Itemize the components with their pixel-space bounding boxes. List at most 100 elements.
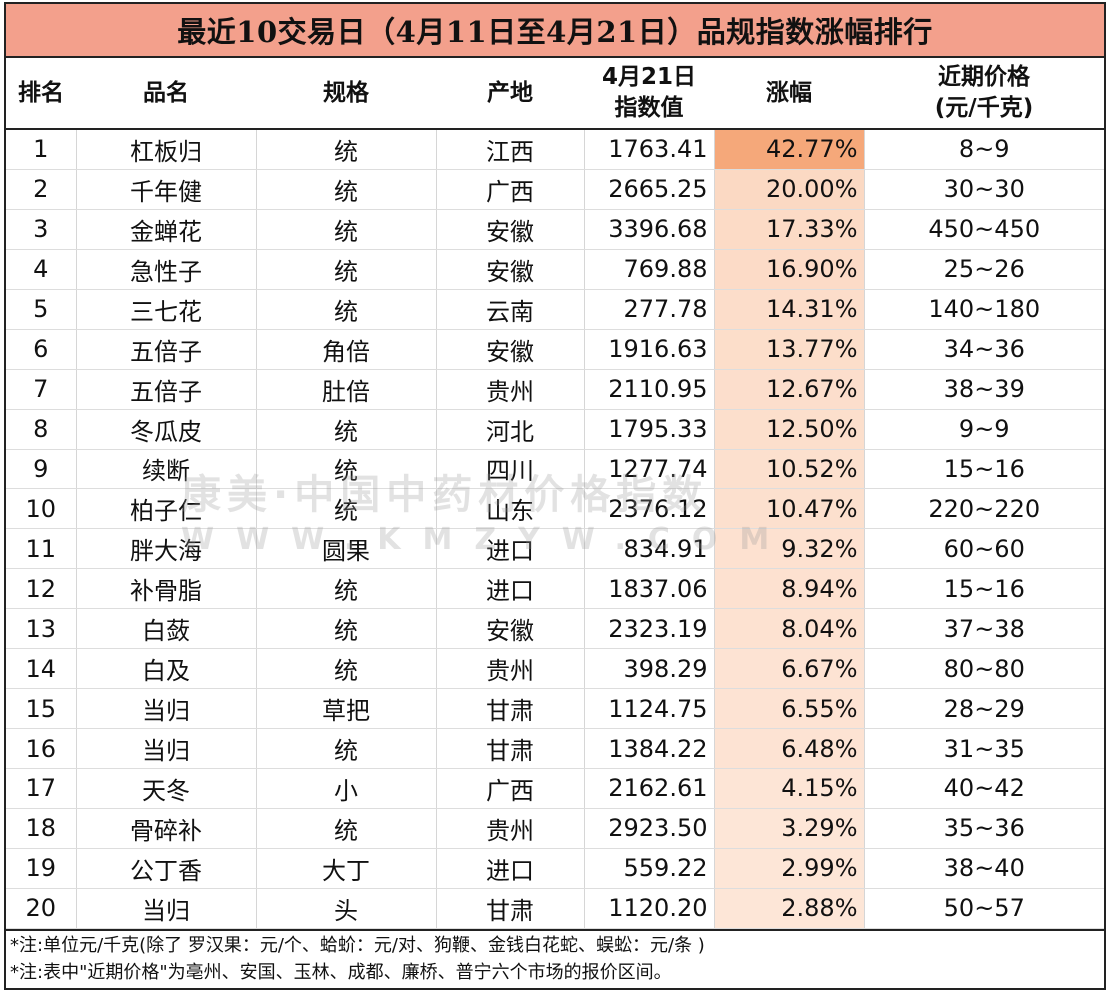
table-row: 19 公丁香 大丁 进口 559.22 2.99% 38~40 bbox=[6, 848, 1104, 889]
cell-rank: 13 bbox=[6, 608, 77, 650]
cell-name: 补骨脂 bbox=[76, 568, 257, 610]
cell-name: 续断 bbox=[76, 449, 257, 490]
cell-index: 398.29 bbox=[584, 648, 715, 690]
cell-price: 38~39 bbox=[864, 369, 1104, 410]
cell-change: 2.99% bbox=[714, 848, 865, 889]
cell-spec: 草把 bbox=[256, 688, 437, 730]
cell-origin: 安徽 bbox=[436, 329, 585, 370]
cell-rank: 14 bbox=[6, 648, 77, 690]
cell-index: 1124.75 bbox=[584, 688, 715, 730]
cell-price: 15~16 bbox=[864, 568, 1104, 610]
cell-rank: 17 bbox=[6, 768, 77, 809]
cell-change: 8.04% bbox=[714, 608, 865, 650]
header-index: 4月21日 指数值 bbox=[584, 58, 714, 130]
cell-change: 12.67% bbox=[714, 369, 865, 410]
table-row: 16 当归统甘肃 1384.22 6.48% 31~35 bbox=[6, 728, 1104, 769]
cell-price: 15~16 bbox=[864, 449, 1104, 490]
cell-index: 1763.41 bbox=[584, 129, 715, 170]
cell-origin: 云南 bbox=[436, 289, 585, 330]
cell-spec: 统 bbox=[256, 209, 437, 250]
cell-price: 37~38 bbox=[864, 608, 1104, 650]
cell-name: 金蝉花 bbox=[76, 209, 257, 250]
cell-name: 三七花 bbox=[76, 289, 257, 330]
cell-rank: 7 bbox=[6, 369, 77, 410]
cell-index: 769.88 bbox=[584, 249, 715, 290]
cell-index: 2162.61 bbox=[584, 768, 715, 809]
table-row: 13 白蔹统安徽 2323.19 8.04% 37~38 bbox=[6, 608, 1104, 650]
sheet-title: 最近10交易日（4月11日至4月21日）品规指数涨幅排行 bbox=[6, 4, 1104, 58]
cell-price: 34~36 bbox=[864, 329, 1104, 370]
cell-index: 834.91 bbox=[584, 528, 715, 570]
table-row: 7 五倍子 肚倍 贵州 2110.95 12.67% 38~39 bbox=[6, 369, 1104, 410]
note-unit: *注:单位元/千克(除了 罗汉果：元/个、蛤蚧：元/对、狗鞭、金钱白花蛇、蜈蚣：… bbox=[10, 934, 705, 956]
cell-rank: 16 bbox=[6, 728, 77, 769]
cell-origin: 河北 bbox=[436, 409, 585, 450]
cell-origin: 进口 bbox=[436, 528, 585, 570]
cell-index: 2376.12 bbox=[584, 488, 715, 530]
ranking-sheet: 最近10交易日（4月11日至4月21日）品规指数涨幅排行 排名 品名 规格 产地… bbox=[4, 2, 1106, 990]
cell-origin: 贵州 bbox=[436, 369, 585, 410]
cell-origin: 江西 bbox=[436, 129, 585, 170]
cell-index: 2665.25 bbox=[584, 169, 715, 210]
cell-spec: 大丁 bbox=[256, 848, 437, 889]
cell-origin: 甘肃 bbox=[436, 888, 585, 929]
header-index-label: 指数值 bbox=[614, 95, 684, 121]
cell-price: 38~40 bbox=[864, 848, 1104, 889]
table-row: 11 胖大海 圆果 进口 834.91 9.32% 60~60 bbox=[6, 528, 1104, 570]
table-row: 15 当归 草把 甘肃 1124.75 6.55% 28~29 bbox=[6, 688, 1104, 730]
cell-rank: 3 bbox=[6, 209, 77, 250]
cell-spec: 统 bbox=[256, 169, 437, 210]
header-row: 排名 品名 规格 产地 4月21日 指数值 涨幅 近期价格 (元/千克) bbox=[6, 58, 1104, 130]
cell-change: 17.33% bbox=[714, 209, 865, 250]
cell-rank: 20 bbox=[6, 888, 77, 929]
cell-rank: 10 bbox=[6, 488, 77, 530]
cell-name: 急性子 bbox=[76, 249, 257, 290]
cell-price: 25~26 bbox=[864, 249, 1104, 290]
cell-spec: 统 bbox=[256, 249, 437, 290]
cell-spec: 角倍 bbox=[256, 329, 437, 370]
cell-origin: 进口 bbox=[436, 568, 585, 610]
table-row: 8 冬瓜皮统河北 1795.33 12.50% 9~9 bbox=[6, 409, 1104, 450]
cell-change: 14.31% bbox=[714, 289, 865, 330]
cell-change: 13.77% bbox=[714, 329, 865, 370]
cell-origin: 广西 bbox=[436, 169, 585, 210]
cell-spec: 小 bbox=[256, 768, 437, 809]
cell-name: 杠板归 bbox=[76, 129, 257, 170]
cell-index: 2110.95 bbox=[584, 369, 715, 410]
cell-name: 冬瓜皮 bbox=[76, 409, 257, 450]
table-row: 4 急性子统安徽 769.88 16.90% 25~26 bbox=[6, 249, 1104, 290]
cell-name: 当归 bbox=[76, 728, 257, 769]
header-index-date: 4月21日 bbox=[601, 64, 696, 90]
cell-name: 柏子仁 bbox=[76, 488, 257, 530]
cell-spec: 统 bbox=[256, 449, 437, 490]
cell-origin: 安徽 bbox=[436, 249, 585, 290]
cell-spec: 统 bbox=[256, 648, 437, 690]
cell-spec: 统 bbox=[256, 488, 437, 530]
cell-change: 9.32% bbox=[714, 528, 865, 570]
note-price-range: *注:表中"近期价格"为亳州、安国、玉林、成都、廉桥、普宁六个市场的报价区间。 bbox=[10, 961, 672, 983]
table-body: 1 杠板归统江西 1763.41 42.77% 8~9 2 千年健统广西 2665.25 20.… bbox=[6, 129, 1104, 929]
cell-index: 1384.22 bbox=[584, 728, 715, 769]
cell-change: 6.67% bbox=[714, 648, 865, 690]
cell-spec: 统 bbox=[256, 608, 437, 650]
cell-rank: 12 bbox=[6, 568, 77, 610]
cell-spec: 圆果 bbox=[256, 528, 437, 570]
cell-index: 2923.50 bbox=[584, 808, 715, 849]
cell-origin: 安徽 bbox=[436, 209, 585, 250]
cell-rank: 1 bbox=[6, 129, 77, 170]
header-price: 近期价格 (元/千克) bbox=[864, 58, 1104, 130]
cell-change: 10.47% bbox=[714, 488, 865, 530]
cell-spec: 统 bbox=[256, 289, 437, 330]
cell-price: 40~42 bbox=[864, 768, 1104, 809]
cell-spec: 统 bbox=[256, 129, 437, 170]
cell-name: 公丁香 bbox=[76, 848, 257, 889]
cell-origin: 进口 bbox=[436, 848, 585, 889]
table-row: 17 天冬小广西 2162.61 4.15% 40~42 bbox=[6, 768, 1104, 809]
cell-spec: 统 bbox=[256, 409, 437, 450]
table-row: 10 柏子仁统山东 2376.12 10.47% 220~220 bbox=[6, 488, 1104, 530]
cell-name: 五倍子 bbox=[76, 329, 257, 370]
cell-rank: 11 bbox=[6, 528, 77, 570]
cell-spec: 统 bbox=[256, 808, 437, 849]
ranking-table: 排名 品名 规格 产地 4月21日 指数值 涨幅 近期价格 (元/千克) 1 杠板… bbox=[6, 58, 1104, 929]
cell-origin: 贵州 bbox=[436, 808, 585, 849]
